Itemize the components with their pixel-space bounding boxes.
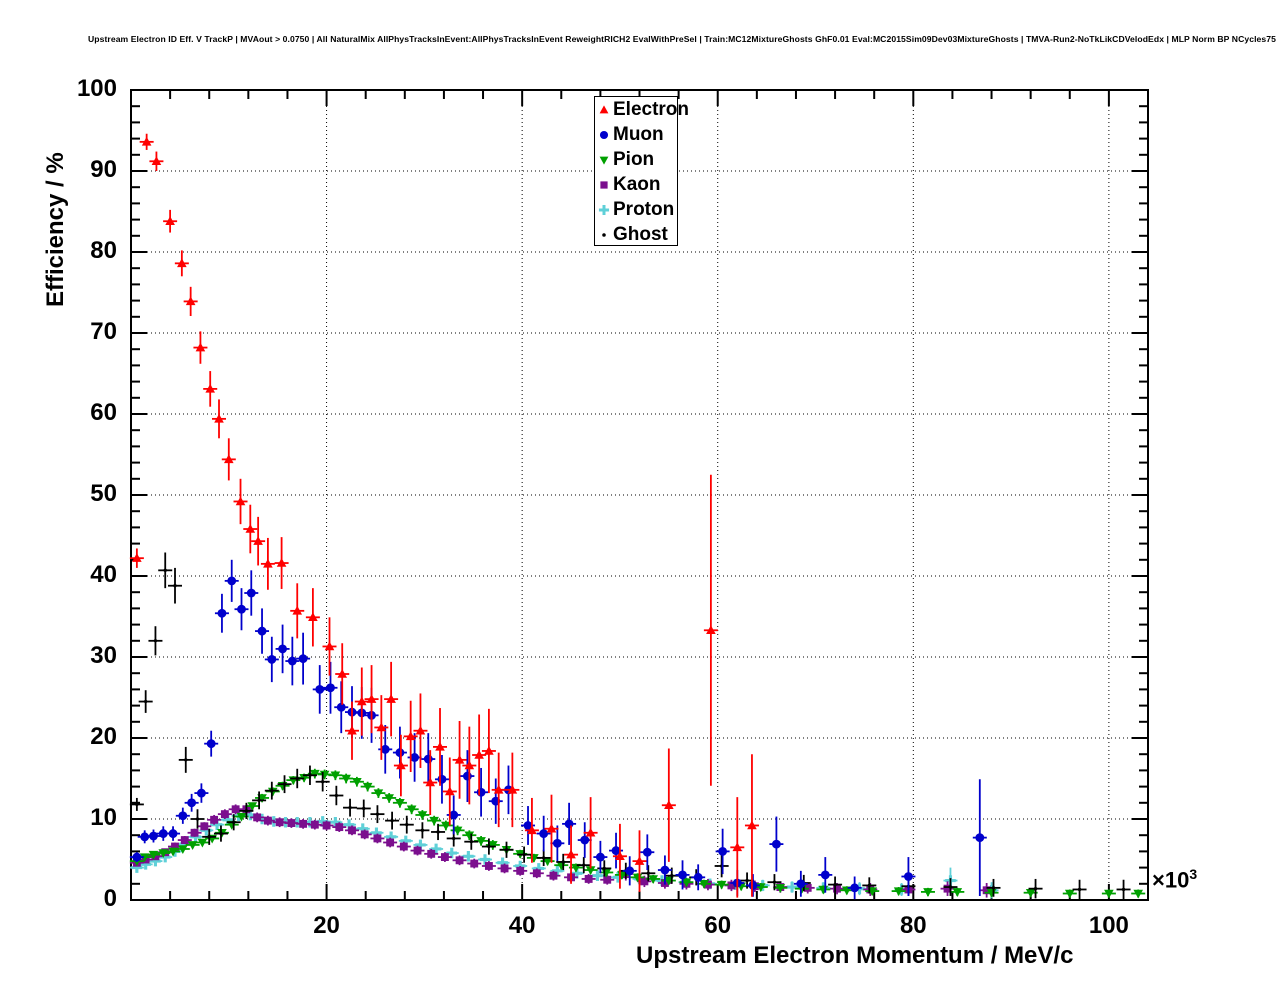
y-tick-label: 10 bbox=[90, 804, 117, 831]
legend-item-label: Electron bbox=[613, 98, 690, 120]
legend-item-proton[interactable]: Proton bbox=[595, 197, 677, 222]
legend-item-muon[interactable]: Muon bbox=[595, 122, 677, 147]
triangle-down-icon bbox=[596, 152, 612, 168]
plot-title: Upstream Electron ID Eff. V TrackP | MVA… bbox=[88, 34, 1276, 44]
y-tick-label: 30 bbox=[90, 642, 117, 669]
legend-item-pion[interactable]: Pion bbox=[595, 147, 677, 172]
y-tick-label: 20 bbox=[90, 723, 117, 750]
x-tick-label: 20 bbox=[313, 912, 340, 939]
series-electron bbox=[129, 133, 759, 898]
x-tick-label: 80 bbox=[899, 912, 927, 939]
y-tick-label: 80 bbox=[90, 237, 117, 264]
legend-item-electron[interactable]: Electron bbox=[595, 97, 689, 122]
series-kaon bbox=[129, 804, 994, 898]
triangle-up-icon bbox=[596, 102, 612, 118]
square-icon bbox=[596, 177, 612, 193]
cross-icon bbox=[596, 202, 612, 218]
legend-item-kaon[interactable]: Kaon bbox=[595, 172, 677, 197]
y-tick-label: 90 bbox=[90, 156, 117, 183]
y-tick-label: 60 bbox=[90, 399, 117, 426]
legend-item-ghost[interactable]: Ghost bbox=[595, 222, 677, 247]
legend-item-label: Proton bbox=[613, 198, 675, 220]
x-axis-title: Upstream Electron Momentum / MeV/c bbox=[636, 942, 1074, 969]
axis-ticks bbox=[130, 89, 1149, 901]
dot-icon bbox=[596, 227, 612, 243]
y-tick-label: 100 bbox=[76, 75, 117, 102]
x-axis-exponent-power: 3 bbox=[1189, 866, 1198, 882]
x-tick-label: 60 bbox=[704, 912, 732, 939]
y-tick-label: 40 bbox=[90, 561, 117, 588]
y-tick-label: 70 bbox=[90, 318, 117, 345]
legend-item-label: Pion bbox=[613, 148, 655, 170]
series-muon bbox=[129, 559, 987, 900]
y-axis-title: Efficiency / % bbox=[8, 92, 69, 322]
legend-item-label: Kaon bbox=[613, 173, 661, 195]
legend-item-label: Ghost bbox=[613, 223, 668, 245]
x-axis-exponent: ×103 bbox=[1152, 866, 1197, 893]
legend[interactable]: Electron Muon Pion Kaon Proton Ghost bbox=[594, 96, 689, 247]
legend-item-label: Muon bbox=[613, 123, 664, 145]
circle-icon bbox=[596, 127, 612, 143]
x-tick-label: 40 bbox=[508, 912, 536, 939]
y-tick-label: 0 bbox=[103, 885, 117, 912]
y-tick-label: 50 bbox=[90, 480, 117, 507]
x-axis-exponent-base: ×10 bbox=[1152, 867, 1190, 893]
x-tick-label: 100 bbox=[1088, 912, 1129, 939]
